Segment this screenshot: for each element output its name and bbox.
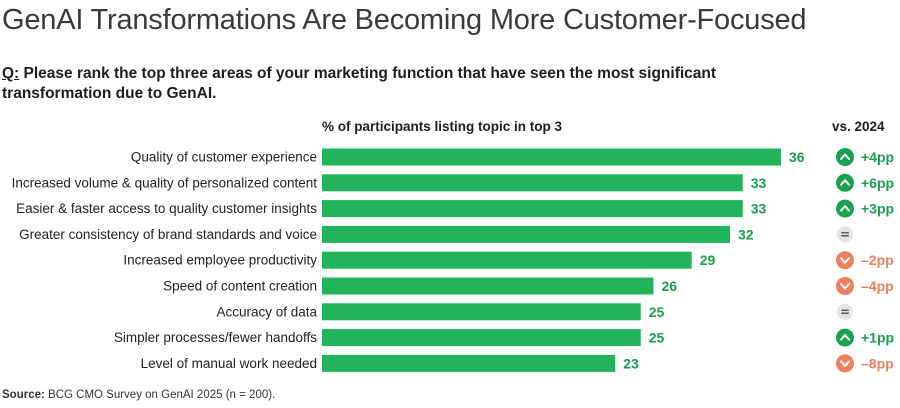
chevron-up-icon: [840, 205, 850, 212]
bar: [322, 251, 692, 269]
bar: [322, 148, 781, 166]
down-arrow-icon: [836, 277, 854, 295]
value-label: 36: [789, 149, 805, 165]
question-prefix: Q:: [2, 65, 20, 82]
bar: [322, 277, 654, 295]
change-label: +1pp: [861, 330, 894, 346]
chevron-up-icon: [840, 179, 850, 186]
bar: [322, 303, 641, 321]
change-label: –8pp: [861, 355, 894, 371]
chevron-down-icon: [840, 283, 850, 290]
question-text: Please rank the top three areas of your …: [2, 65, 717, 102]
value-label: 23: [623, 355, 639, 371]
category-label: Simpler processes/fewer handoffs: [114, 330, 317, 345]
category-label: Accuracy of data: [216, 304, 317, 319]
category-label: Increased volume & quality of personaliz…: [12, 175, 318, 190]
category-label: Level of manual work needed: [141, 356, 317, 371]
bar: [322, 174, 743, 192]
equal-sign: =: [840, 227, 850, 241]
chevron-down-icon: [840, 360, 850, 367]
change-label: +6pp: [861, 175, 894, 191]
change-label: +3pp: [861, 201, 894, 217]
value-label: 33: [751, 175, 767, 191]
percent-column-header: % of participants listing topic in top 3: [322, 119, 563, 134]
chevron-up-icon: [840, 153, 850, 160]
up-arrow-icon: [836, 148, 854, 166]
equal-sign: =: [840, 305, 850, 319]
bar: [322, 329, 641, 347]
equal-icon: [837, 303, 853, 320]
change-label: –4pp: [861, 278, 894, 294]
category-label: Speed of content creation: [163, 279, 317, 294]
equal-icon: [837, 226, 853, 243]
value-label: 25: [649, 330, 665, 346]
change-column-header: vs. 2024: [832, 119, 885, 134]
bar: [322, 354, 616, 372]
source-text: BCG CMO Survey on GenAI 2025 (n = 200).: [44, 389, 276, 401]
source-note: Source: BCG CMO Survey on GenAI 2025 (n …: [2, 389, 275, 401]
chevron-up-icon: [840, 334, 850, 341]
survey-question: Q: Please rank the top three areas of yo…: [2, 64, 722, 104]
up-arrow-icon: [836, 199, 854, 218]
value-label: 33: [751, 201, 767, 217]
value-label: 29: [700, 252, 716, 268]
category-label: Greater consistency of brand standards a…: [19, 227, 317, 242]
category-label: Increased employee productivity: [123, 253, 317, 268]
value-label: 25: [649, 304, 665, 320]
value-label: 26: [662, 278, 678, 294]
up-arrow-icon: [836, 328, 854, 347]
category-label: Easier & faster access to quality custom…: [16, 201, 317, 216]
up-arrow-icon: [836, 173, 854, 192]
source-label: Source:: [2, 389, 45, 401]
change-label: –2pp: [861, 252, 894, 268]
change-label: +4pp: [861, 149, 894, 165]
down-arrow-icon: [836, 354, 854, 373]
chart-title: GenAI Transformations Are Becoming More …: [2, 4, 807, 36]
category-label: Quality of customer experience: [131, 150, 317, 165]
chevron-down-icon: [840, 257, 850, 264]
down-arrow-icon: [836, 251, 854, 270]
bar: [322, 200, 743, 218]
bar: [322, 225, 730, 243]
value-label: 32: [738, 226, 754, 242]
